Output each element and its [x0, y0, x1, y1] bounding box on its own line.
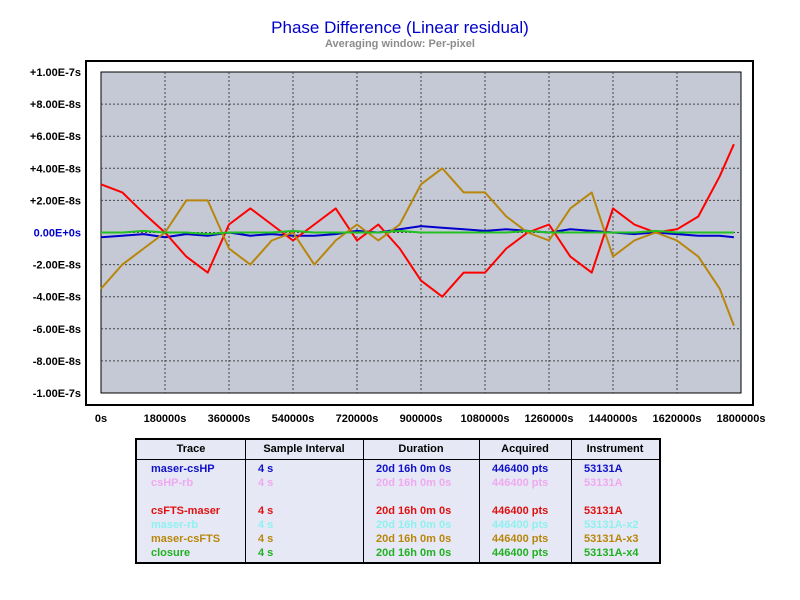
legend-cell-interval: 4 s: [258, 547, 274, 559]
y-tick-label: -4.00E-8s: [33, 292, 81, 304]
series-line-maser-csFTS: [100, 167, 735, 326]
legend-cell-trace: maser-rb: [151, 519, 199, 531]
y-tick-label: +1.00E-7s: [30, 67, 81, 79]
legend-cell-duration: 20d 16h 0m 0s: [376, 547, 452, 559]
series-line-maser-csHP: [100, 225, 735, 239]
x-tick-label: 1080000s: [461, 413, 510, 425]
legend-cell-duration: 20d 16h 0m 0s: [376, 477, 452, 489]
legend-cell-instrument: 53131A-x4: [584, 547, 639, 559]
legend-header-cell: Duration: [398, 443, 444, 455]
legend-cell-acquired: 446400 pts: [492, 533, 549, 545]
y-tick-label: -2.00E-8s: [33, 260, 81, 272]
x-tick-label: 1440000s: [589, 413, 638, 425]
x-tick-label: 1620000s: [653, 413, 702, 425]
legend-column: [363, 440, 479, 562]
y-tick-label: -1.00E-7s: [33, 388, 81, 400]
legend-cell-interval: 4 s: [258, 505, 274, 517]
legend-cell-interval: 4 s: [258, 477, 274, 489]
y-tick-label: -6.00E-8s: [33, 324, 81, 336]
x-tick-label: 360000s: [208, 413, 251, 425]
legend-cell-acquired: 446400 pts: [492, 519, 549, 531]
legend-table: Trace Sample Interval Duration Acquired Inst…: [135, 438, 661, 564]
legend-column: [479, 440, 571, 562]
legend-cell-acquired: 446400 pts: [492, 463, 549, 475]
legend-cell-interval: 4 s: [258, 463, 274, 475]
legend-cell-interval: 4 s: [258, 519, 274, 531]
y-tick-label: +6.00E-8s: [30, 131, 81, 143]
legend-cell-duration: 20d 16h 0m 0s: [376, 463, 452, 475]
x-tick-label: 180000s: [144, 413, 187, 425]
legend-cell-acquired: 446400 pts: [492, 547, 549, 559]
legend-header-cell: Acquired: [501, 443, 549, 455]
legend-cell-instrument: 53131A-x2: [584, 519, 639, 531]
series-line-csFTS-maser: [100, 143, 735, 298]
x-tick-label: 900000s: [400, 413, 443, 425]
x-tick-label: 1260000s: [525, 413, 574, 425]
legend-cell-instrument: 53131A: [584, 463, 623, 475]
phase-difference-chart: +1.00E-7s +8.00E-8s +6.00E-8s +4.00E-8s +2.0…: [30, 67, 766, 425]
y-tick-label: +2.00E-8s: [30, 195, 81, 207]
series-line-closure: [101, 229, 734, 236]
legend-cell-instrument: 53131A: [584, 477, 623, 489]
legend-cell-interval: 4 s: [258, 533, 274, 545]
y-tick-label: +8.00E-8s: [30, 99, 81, 111]
chart-subtitle: Averaging window: Per-pixel: [325, 38, 475, 50]
legend-header-cell: Instrument: [586, 443, 644, 455]
legend-header-cell: Sample Interval: [263, 443, 345, 455]
y-tick-label: +4.00E-8s: [30, 163, 81, 175]
legend-column: [571, 440, 659, 562]
legend-cell-instrument: 53131A-x3: [584, 533, 639, 545]
x-tick-label: 0s: [95, 413, 107, 425]
legend-cell-trace: csHP-rb: [151, 477, 194, 489]
x-tick-label: 1800000s: [717, 413, 766, 425]
x-tick-label: 720000s: [336, 413, 379, 425]
legend-cell-trace: csFTS-maser: [151, 505, 221, 517]
legend-cell-acquired: 446400 pts: [492, 477, 549, 489]
legend-header-cell: Trace: [176, 443, 206, 455]
legend-header-row: Trace Sample Interval Duration Acquired Inst…: [137, 440, 659, 460]
legend-cell-duration: 20d 16h 0m 0s: [376, 533, 452, 545]
x-tick-label: 540000s: [272, 413, 315, 425]
legend-column: [245, 440, 363, 562]
chart-title: Phase Difference (Linear residual): [271, 18, 529, 37]
y-tick-label: -8.00E-8s: [33, 356, 81, 368]
y-tick-label: 0.00E+0s: [34, 228, 81, 240]
legend-cell-duration: 20d 16h 0m 0s: [376, 505, 452, 517]
legend-cell-instrument: 53131A: [584, 505, 623, 517]
legend-cell-trace: closure: [151, 547, 191, 559]
legend-cell-acquired: 446400 pts: [492, 505, 549, 517]
legend-cell-trace: maser-csHP: [151, 463, 215, 475]
legend-cell-trace: maser-csFTS: [151, 533, 221, 545]
legend-cell-duration: 20d 16h 0m 0s: [376, 519, 452, 531]
